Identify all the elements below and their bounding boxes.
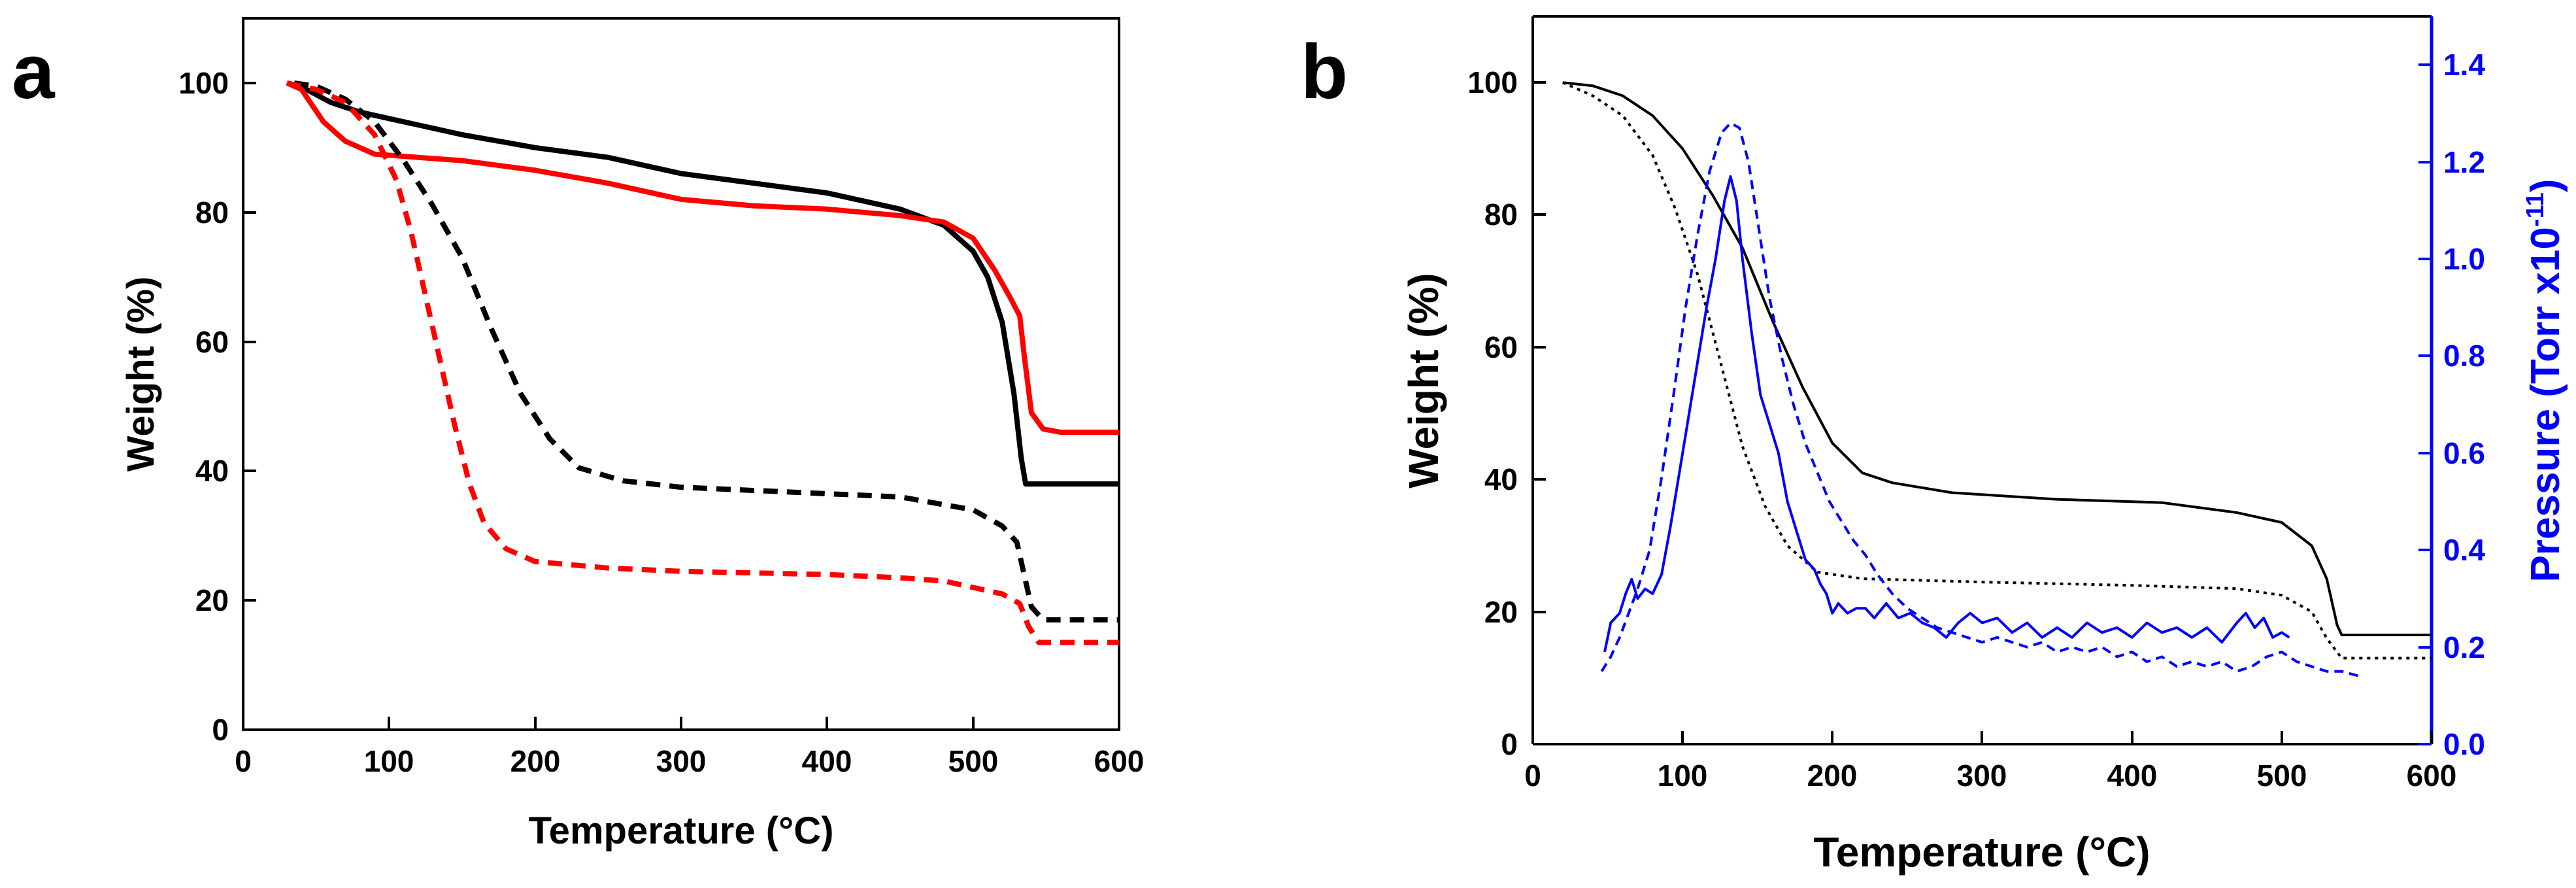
panel-b-y-tick-label: 40 xyxy=(1484,462,1518,496)
panel-b-y2-tick-label: 0.0 xyxy=(2443,727,2485,761)
panel-b-y2-tick-label: 1.0 xyxy=(2443,242,2485,276)
panel-b-letter: b xyxy=(1301,29,1348,115)
panel-b-x-tick-label: 0 xyxy=(1524,759,1541,793)
panel-a-y-tick-label: 20 xyxy=(195,583,229,617)
panel-b-x-tick-label: 600 xyxy=(2407,759,2457,793)
panel-a-series-black-solid xyxy=(293,80,1119,487)
panel-b-y-axis: 0 20 40 60 80 100 xyxy=(1467,65,1546,761)
panel-a-x-tick-label: 500 xyxy=(948,744,999,778)
panel-b-y2-axis-label: Pressure (Torr x10-11) xyxy=(2522,179,2568,583)
panel-b-series-pressure-solid xyxy=(1603,175,2290,653)
panel-a-letter: a xyxy=(12,29,56,115)
panel-b-y-tick-label: 60 xyxy=(1484,330,1518,364)
panel-b-series xyxy=(1562,81,2432,678)
panel-a-series-black-dashed xyxy=(293,80,1119,623)
panel-b-x-tick-label: 100 xyxy=(1658,759,1708,793)
panel-a-y-tick-label: 0 xyxy=(212,713,229,747)
panel-a-x-tick-label: 300 xyxy=(656,744,707,778)
panel-a-y-axis-label: Weight (%) xyxy=(120,277,162,472)
panel-a-x-tick-label: 100 xyxy=(364,744,414,778)
panel-b-series-weight-solid xyxy=(1562,81,2432,636)
panel-b-series-weight-dotted xyxy=(1562,81,2432,660)
panel-b-x-tick-label: 200 xyxy=(1807,759,1858,793)
panel-b-y2-tick-label: 1.4 xyxy=(2443,48,2485,82)
panel-a-x-axis-label: Temperature (°C) xyxy=(529,810,834,852)
panel-a-plot-frame xyxy=(242,17,1120,731)
panel-a-y-tick-label: 100 xyxy=(178,66,229,100)
panel-a-y-tick-label: 60 xyxy=(195,325,229,359)
panel-a-series-red-solid xyxy=(286,80,1119,435)
panel-a-x-tick-label: 200 xyxy=(510,744,561,778)
panel-a-y-tick-label: 40 xyxy=(195,454,229,488)
panel-b-y-axis-label: Weight (%) xyxy=(1400,273,1447,488)
panel-b-series-pressure-dashed xyxy=(1600,122,2360,678)
panel-a-series-red-dashed xyxy=(286,80,1119,645)
panel-b-y2-tick-label: 0.4 xyxy=(2443,533,2485,567)
panel-a-x-tick-label: 400 xyxy=(802,744,852,778)
panel-b-x-axis-label: Temperature (°C) xyxy=(1813,828,2150,876)
panel-b-y2-tick-label: 0.8 xyxy=(2443,339,2485,373)
panel-b-y2-axis-label-end: ) xyxy=(2523,179,2568,193)
panel-b-y-tick-label: 100 xyxy=(1467,65,1518,99)
panel-a-x-axis: 0 100 200 300 400 500 600 xyxy=(235,717,1144,778)
panel-b-y-tick-label: 20 xyxy=(1484,595,1518,629)
panel-b-x-axis: 0 100 200 300 400 500 600 xyxy=(1524,731,2456,793)
panel-a-x-tick-label: 600 xyxy=(1094,744,1145,778)
panel-b-x-tick-label: 500 xyxy=(2257,759,2307,793)
panel-b-x-tick-label: 300 xyxy=(1957,759,2007,793)
panel-b-y2-tick-label: 1.2 xyxy=(2443,145,2485,179)
panel-b-y-tick-label: 0 xyxy=(1501,727,1518,761)
panel-a-y-tick-label: 80 xyxy=(195,196,229,230)
panel-b-y2-axis-label-exponent: -11 xyxy=(2522,192,2549,227)
panel-a-y-axis: 0 20 40 60 80 100 xyxy=(178,66,256,747)
panel-b-y2-axis: 0.0 0.2 0.4 0.6 0.8 1.0 1.2 1.4 xyxy=(2418,48,2485,761)
panel-a-series xyxy=(286,80,1119,645)
panel-b-y2-tick-label: 0.2 xyxy=(2443,630,2485,664)
panel-b-y2-tick-label: 0.6 xyxy=(2443,436,2485,470)
panel-b-y2-axis-label-main: Pressure (Torr x10 xyxy=(2523,227,2568,582)
panel-a: a 0 100 200 300 400 500 600 xyxy=(12,17,1144,852)
panel-a-x-tick-label: 0 xyxy=(235,744,252,778)
panel-b: b 0 100 200 300 400 500 600 xyxy=(1301,15,2568,876)
panel-b-x-tick-label: 400 xyxy=(2107,759,2158,793)
panel-b-y-tick-label: 80 xyxy=(1484,197,1518,231)
